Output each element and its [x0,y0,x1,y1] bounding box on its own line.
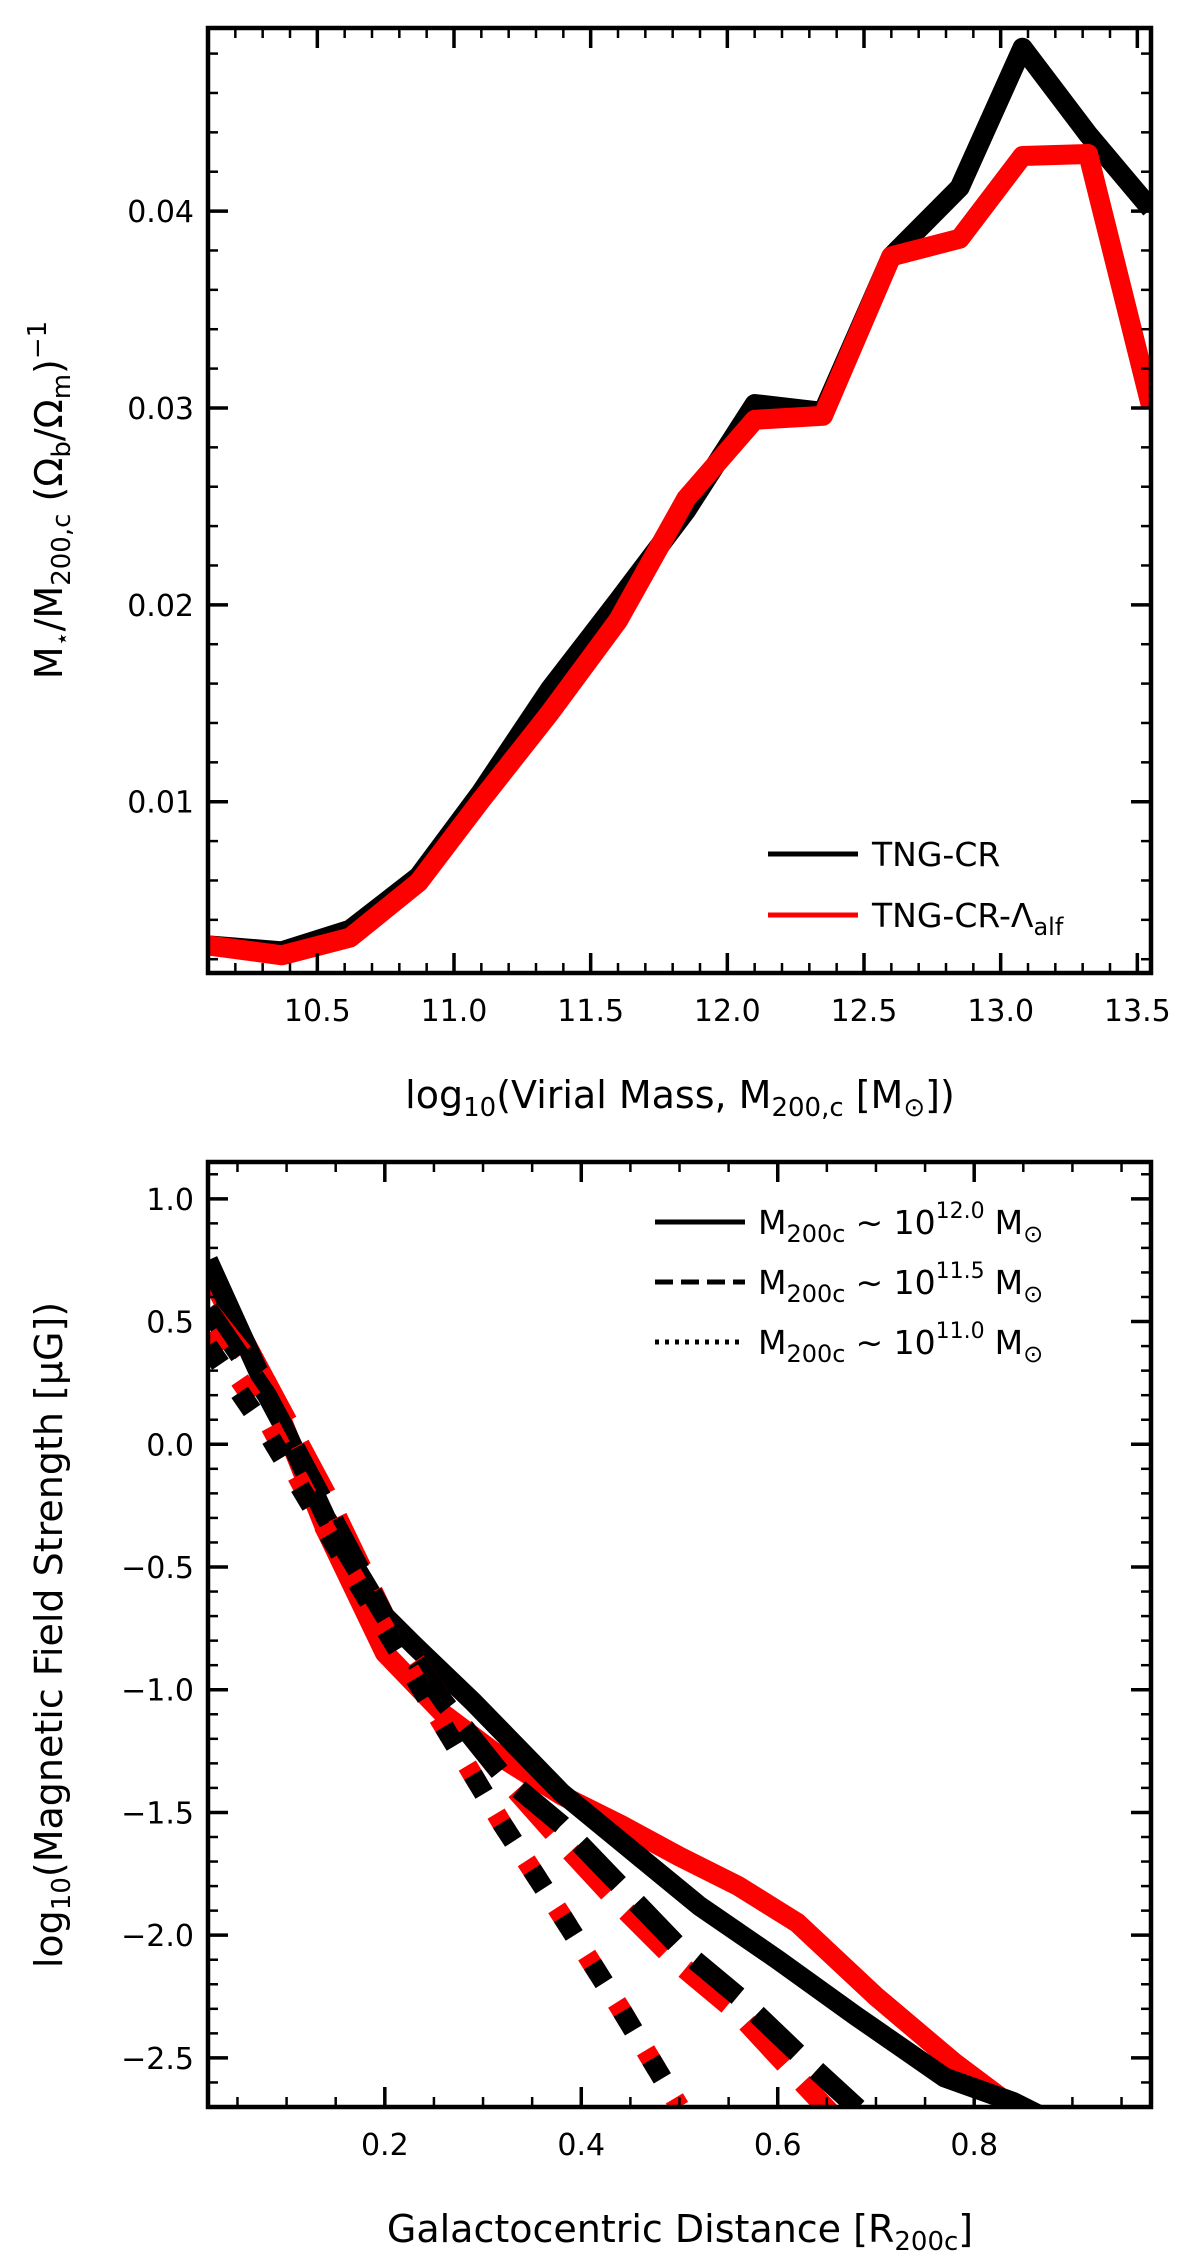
magnetic-field-series-2 [208,1303,839,2107]
stellar-mass-legend: TNG-CR TNG-CR-Λalf [768,835,1064,941]
magnetic-field-ticks: 0.2 0.4 0.6 0.8 1.0 0.5 0.0 −0.5 −1.0 −1.5 −2.0 −2.… [121,1162,1151,2163]
stellar-mass-ytick-label: 0.01 [127,786,194,821]
magnetic-field-series-0 [208,1267,1033,2107]
magnetic-field-xtick-label: 0.6 [754,2128,802,2163]
magnetic-field-ytick-label: 0.0 [146,1428,194,1463]
magnetic-field-ytick-label: −1.0 [121,1674,194,1709]
stellar-mass-xtick-label: 13.5 [1104,994,1171,1029]
magnetic-field-ytick-label: −1.5 [121,1796,194,1831]
stellar-mass-xtick-label: 13.0 [967,994,1034,1029]
stellar-mass-ylabel: M⋆/M200,c (Ωb/Ωm)−1 [23,321,77,679]
magnetic-field-panel: 0.2 0.4 0.6 0.8 1.0 0.5 0.0 −0.5 −1.0 −1.5 −2.0 −2.… [27,1159,1154,2257]
legend-label-tng-cr-lambda-alf: TNG-CR-Λalf [871,896,1064,941]
stellar-mass-xtick-label: 11.0 [421,994,488,1029]
magnetic-field-ytick-label: −2.5 [121,2042,194,2077]
magnetic-field-xtick-label: 0.8 [950,2128,998,2163]
stellar-mass-xtick-label: 12.5 [831,994,898,1029]
magnetic-field-series-1 [208,1256,1046,2107]
stellar-mass-lines [208,37,1151,966]
stellar-mass-ytick-label: 0.02 [127,589,194,624]
magnetic-field-series-3 [208,1303,871,2107]
magnetic-field-ytick-label: −0.5 [121,1551,194,1586]
stellar-mass-xlabel: log10(Virial Mass, M200,c [M⊙]) [405,1073,955,1123]
legend-label-11-5: M200c ∼ 1011.5 M⊙ [758,1259,1043,1308]
stellar-mass-ytick-label: 0.03 [127,392,194,427]
magnetic-field-ytick-label: 0.5 [146,1306,194,1341]
magnetic-field-xtick-label: 0.2 [361,2128,409,2163]
legend-label-12-0: M200c ∼ 1012.0 M⊙ [758,1199,1043,1248]
magnetic-field-series-4 [208,1328,689,2107]
stellar-mass-frame [205,25,1154,976]
magnetic-field-frame [205,1159,1154,2110]
stellar-mass-xtick-label: 12.0 [694,994,761,1029]
magnetic-field-ytick-label: −2.0 [121,1919,194,1954]
magnetic-field-xtick-label: 0.4 [557,2128,605,2163]
stellar-mass-xtick-label: 10.5 [284,994,351,1029]
stellar-mass-panel: 10.5 11.0 11.5 12.0 12.5 13.0 13.5 0.01 0.02 0.03… [23,25,1171,1123]
magnetic-field-xlabel: Galactocentric Distance [R200c] [387,2207,973,2257]
stellar-mass-series-1 [208,144,1151,966]
stellar-mass-ytick-label: 0.04 [127,195,194,230]
legend-label-tng-cr: TNG-CR [871,835,1000,874]
magnetic-field-series-5 [208,1340,689,2107]
stellar-mass-xtick-label: 11.5 [557,994,624,1029]
magnetic-field-ylabel: log10(Magnetic Field Strength [μG]) [27,1302,77,1968]
magnetic-field-legend: M200c ∼ 1012.0 M⊙ M200c ∼ 1011.5 M⊙ M200c ∼ 1… [655,1199,1043,1368]
magnetic-field-lines [208,1256,1046,2107]
legend-label-11-0: M200c ∼ 1011.0 M⊙ [758,1319,1043,1368]
stellar-mass-ticks: 10.5 11.0 11.5 12.0 12.5 13.0 13.5 0.01 0.02 0.03… [127,28,1171,1029]
magnetic-field-ytick-label: 1.0 [146,1183,194,1218]
